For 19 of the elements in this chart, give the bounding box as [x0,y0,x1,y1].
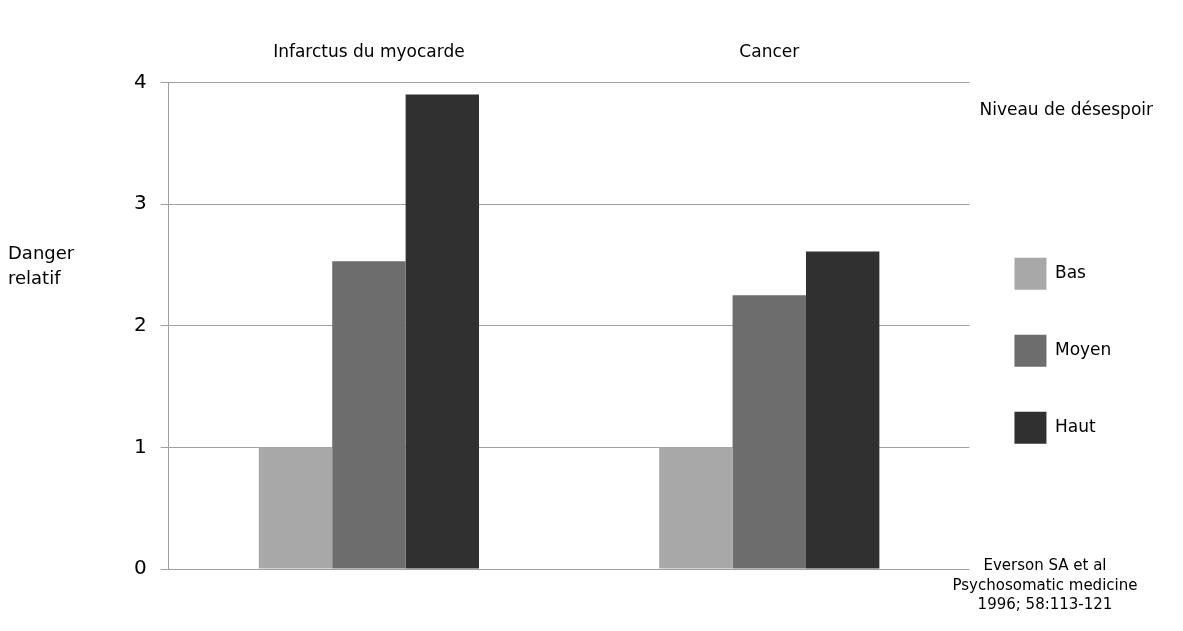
y-tick-label: 0 [133,555,147,580]
x-tick-label: Infarctus du myocarde [273,40,465,61]
text: 1996; 58:113-121 [976,595,1114,615]
y-tick-label: 1 [133,433,147,458]
y-tick-label: 3 [133,190,147,215]
legend-title: Niveau de désespoir [979,99,1154,120]
text: Everson SA et al [982,556,1108,576]
x-tick-label: Cancer [739,40,800,61]
bar [732,295,806,569]
y-tick-label: 2 [133,311,147,336]
legend-label: Bas [1054,262,1087,283]
bar [405,94,480,569]
bar [332,261,406,569]
text: Psychosomatic medicine [951,575,1139,595]
y-tick-label: 4 [133,68,147,93]
bar [805,251,880,569]
legend-label: Haut [1054,416,1096,437]
legend-label: Moyen [1054,339,1112,360]
y-axis-title: Danger relatif [8,241,76,291]
